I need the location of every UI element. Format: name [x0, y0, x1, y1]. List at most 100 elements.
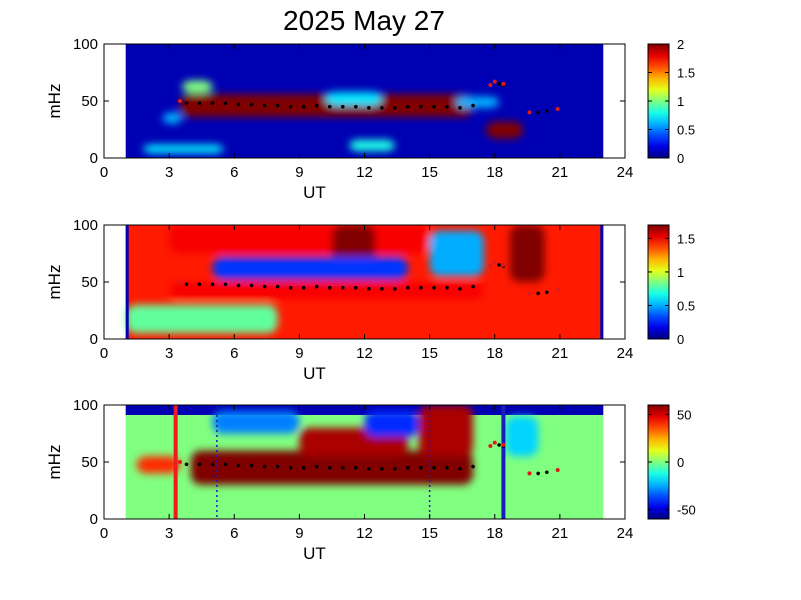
red-marker — [501, 262, 506, 267]
black-marker — [236, 463, 241, 468]
black-marker — [275, 103, 280, 108]
x-axis-label: UT — [303, 364, 326, 383]
heatmap-feature-1 — [179, 94, 474, 117]
x-tick-label: 9 — [295, 525, 303, 542]
x-tick-label: 6 — [230, 164, 238, 181]
y-axis-label: mHz — [45, 84, 64, 119]
y-tick-label: 0 — [90, 511, 98, 528]
red-marker — [555, 106, 560, 111]
x-tick-label: 18 — [486, 525, 503, 542]
black-marker — [367, 467, 371, 471]
x-tick-label: 24 — [617, 164, 634, 181]
heatmap-feature-6 — [429, 230, 484, 277]
x-tick-label: 6 — [230, 525, 238, 542]
black-marker — [288, 104, 293, 109]
black-marker — [471, 103, 475, 108]
black-marker — [419, 465, 423, 470]
colorbar-tick-label: 1.5 — [677, 66, 695, 81]
black-marker — [301, 104, 306, 109]
x-tick-label: 24 — [617, 525, 634, 542]
black-marker — [184, 462, 189, 467]
black-marker — [354, 104, 358, 109]
black-marker — [380, 106, 384, 110]
black-marker — [432, 104, 436, 109]
heatmap-feature-7 — [505, 416, 539, 457]
x-tick-label: 6 — [230, 345, 238, 362]
x-tick-label: 3 — [165, 525, 173, 542]
x-tick-label: 0 — [100, 345, 108, 362]
y-tick-label: 50 — [81, 274, 98, 291]
black-marker — [497, 443, 501, 447]
black-marker — [471, 464, 475, 469]
heatmap-feature-1 — [190, 450, 474, 485]
black-marker — [419, 285, 423, 290]
black-marker — [445, 104, 449, 109]
black-marker — [406, 104, 410, 109]
red-marker — [492, 79, 497, 84]
black-marker — [327, 104, 332, 109]
colorbar-tick-label: 1.5 — [677, 231, 695, 246]
black-marker — [249, 283, 254, 288]
y-tick-label: 0 — [90, 331, 98, 348]
panel-1: 0 3 6 9 12 15 18 21 24 0 50 100 UT mHz 0 0.5 1 1.5 2 — [45, 36, 695, 202]
y-axis-label: mHz — [45, 265, 64, 300]
x-tick-label: 9 — [295, 345, 303, 362]
black-marker — [197, 282, 202, 287]
black-marker — [406, 285, 410, 290]
x-tick-label: 12 — [356, 164, 373, 181]
red-marker — [177, 460, 182, 464]
black-marker — [288, 285, 293, 290]
black-marker — [262, 464, 267, 469]
black-marker — [236, 102, 241, 107]
black-marker — [545, 470, 549, 475]
red-marker — [488, 444, 493, 449]
heatmap-feature-5 — [349, 139, 395, 152]
y-tick-label: 100 — [73, 397, 98, 414]
red-marker — [501, 442, 506, 447]
red-marker — [492, 440, 497, 445]
red-marker — [488, 264, 493, 269]
x-tick-label: 21 — [552, 345, 569, 362]
black-marker — [536, 110, 540, 115]
colorbar: 0 0.5 1 1.5 — [647, 224, 695, 347]
colorbar-tick-label: 50 — [677, 408, 691, 423]
black-marker — [249, 463, 254, 468]
heatmap-image — [125, 225, 604, 339]
heatmap-feature-3 — [182, 80, 213, 94]
figure-title: 2025 May 27 — [283, 5, 445, 36]
black-marker — [354, 465, 358, 470]
heatmap-feature-4 — [136, 456, 180, 474]
black-marker — [536, 291, 540, 296]
heatmap-feature-4 — [143, 144, 224, 154]
black-marker — [223, 282, 228, 287]
heatmap-feature-4 — [509, 225, 545, 282]
black-marker — [314, 284, 319, 289]
heatmap-feature-8 — [325, 91, 382, 106]
black-marker — [545, 290, 549, 295]
black-marker — [236, 283, 241, 288]
heatmap-feature-6 — [455, 96, 500, 108]
colorbar-tick-label: 2 — [677, 37, 684, 52]
heatmap-image — [125, 44, 604, 158]
black-marker — [497, 82, 501, 86]
black-marker — [340, 104, 345, 109]
colorbar-tick-label: 0 — [677, 332, 684, 347]
red-marker — [555, 467, 560, 472]
red-marker — [492, 260, 497, 265]
colorbar-tick-label: 1 — [677, 265, 684, 280]
x-tick-label: 12 — [356, 345, 373, 362]
x-tick-label: 0 — [100, 164, 108, 181]
black-marker — [223, 462, 228, 467]
red-marker — [527, 471, 532, 476]
heatmap-feature-3 — [331, 225, 376, 265]
black-marker — [197, 101, 202, 106]
black-marker — [458, 106, 462, 110]
black-marker — [184, 101, 189, 106]
black-marker — [393, 467, 397, 471]
panel-3: 0 3 6 9 12 15 18 21 24 0 50 100 UT mHz 50 0 -50 — [45, 397, 696, 563]
black-marker — [314, 103, 319, 108]
x-tick-label: 18 — [486, 345, 503, 362]
black-marker — [445, 285, 449, 290]
